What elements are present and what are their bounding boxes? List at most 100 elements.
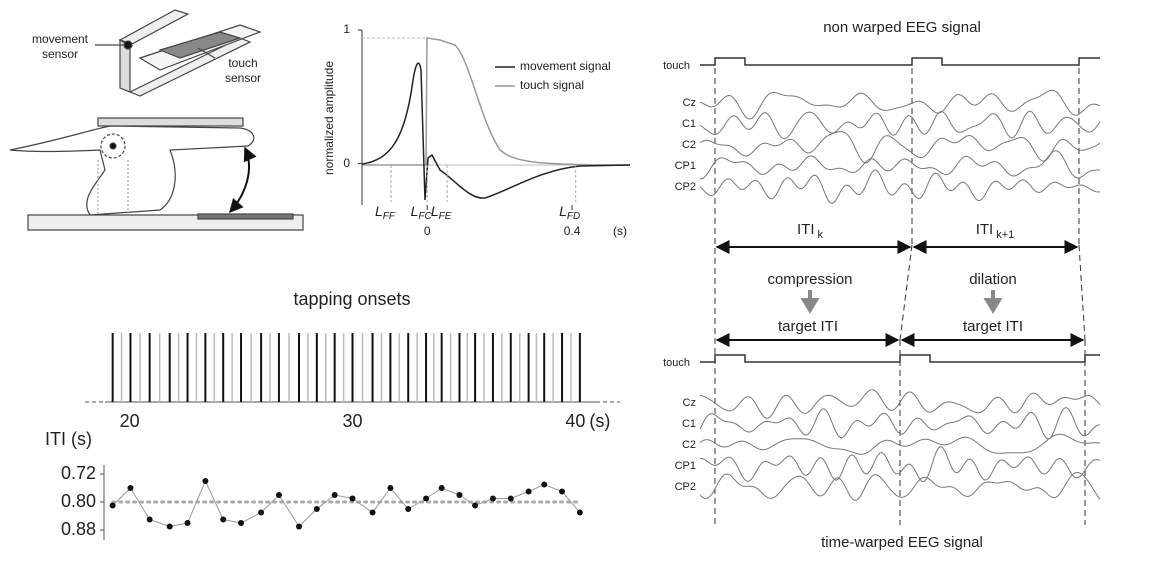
eeg-trace: [699, 433, 1101, 455]
label: target ITI: [963, 318, 1023, 335]
label: L: [559, 203, 567, 219]
movement-curve: [361, 62, 631, 201]
channel-label: Cz: [683, 97, 696, 109]
arrow: [800, 290, 820, 314]
y-tick-label: 0.88: [61, 519, 96, 539]
channel-label: CP1: [675, 160, 696, 172]
eeg-trace: [699, 169, 1101, 204]
iti-dot: [275, 492, 282, 498]
label: L: [431, 203, 439, 219]
subscript: k: [818, 229, 824, 241]
iti-dot: [349, 495, 356, 502]
title: time-warped EEG signal: [821, 534, 983, 551]
eeg-trace: [699, 471, 1101, 501]
iti-dot: [146, 516, 153, 523]
iti-dot: [423, 495, 430, 502]
y-tick-label: 0.80: [61, 491, 96, 511]
x-tick-label: 0: [424, 224, 431, 238]
latency-label: LFE: [431, 203, 452, 222]
channel-label: C2: [682, 139, 696, 151]
iti-dot: [507, 495, 514, 502]
arrow: [983, 290, 1003, 314]
apparatus: [9, 9, 304, 231]
iti-dot: [127, 485, 134, 491]
dashed-guides: [714, 58, 1086, 525]
iti-dot: [489, 495, 496, 502]
x-tick-label: 30: [342, 411, 362, 431]
channel-label: CP2: [675, 481, 696, 493]
label: touch: [663, 60, 690, 72]
eeg-trace: [699, 89, 1101, 120]
channel-label: C2: [682, 439, 696, 451]
label: dilation: [969, 271, 1017, 288]
eeg-trace: [699, 446, 1101, 483]
iti-dot: [296, 523, 302, 530]
iti-dot: [472, 502, 479, 509]
y-tick-label: 0: [343, 156, 350, 170]
label: target ITI: [778, 318, 838, 335]
eeg-trace: [699, 389, 1101, 419]
label: sensor: [225, 71, 261, 85]
iti-dot: [220, 516, 227, 523]
iti-dot: [331, 492, 338, 498]
label: ITI: [976, 221, 994, 238]
iti-dot: [258, 509, 265, 516]
iti-dot: [456, 492, 463, 498]
iti-dot: [109, 502, 116, 509]
iti-dot: [202, 478, 209, 484]
channel-label: C1: [682, 118, 696, 130]
touch-curve: [362, 37, 631, 166]
channel-label: Cz: [683, 397, 696, 409]
subscript: FF: [383, 211, 396, 222]
iti-dot: [369, 509, 376, 516]
title: tapping onsets: [293, 289, 410, 309]
iti-dot: [576, 509, 583, 516]
x-tick-label: 40: [565, 411, 585, 431]
iti-dot: [387, 485, 394, 491]
eeg-trace: [699, 406, 1101, 440]
iti-dot: [541, 481, 548, 488]
legend-label: movement signal: [520, 59, 611, 73]
label: L: [411, 203, 419, 219]
x-unit: (s): [589, 411, 610, 431]
touch-trace: [700, 57, 1100, 66]
iti-dot: [184, 520, 191, 526]
latency-label: LFD: [559, 203, 580, 222]
iti-dot: [438, 485, 445, 491]
label: compression: [767, 271, 852, 288]
channel-label: CP1: [675, 460, 696, 472]
eeg-traces: Cz C1 C2 CP1 CP2 Cz C1 C2 CP1 CP2: [675, 89, 1101, 501]
x-unit: (s): [613, 224, 627, 238]
x-tick-label: 20: [120, 411, 140, 431]
label: touch: [663, 357, 690, 369]
tapping-plot: 20 30 40 (s) 0.72 0.80 0.88: [61, 333, 610, 539]
legend-label: touch signal: [520, 78, 584, 92]
eeg-trace: [699, 131, 1101, 164]
subscript: k+1: [996, 229, 1014, 241]
iti-dot: [238, 520, 245, 526]
eeg-trace: [699, 110, 1101, 140]
y-tick-label: 0.72: [61, 463, 96, 483]
y-axis-label: normalized amplitude: [322, 61, 336, 175]
channel-label: CP2: [675, 181, 696, 193]
label: movement: [32, 32, 89, 46]
iti-dot: [166, 523, 173, 530]
iti-dot: [525, 488, 532, 495]
title: non warped EEG signal: [823, 19, 981, 36]
y-axis-label: ITI (s): [45, 429, 92, 449]
latency-label: LFC: [411, 203, 433, 222]
label: ITI k: [797, 221, 824, 241]
latency-label: LFF: [375, 203, 396, 222]
touch-trace: [700, 354, 1100, 363]
label: L: [375, 203, 383, 219]
iti-line: [112, 479, 581, 528]
label: sensor: [42, 47, 78, 61]
channel-label: C1: [682, 418, 696, 430]
iti-dot: [313, 506, 320, 512]
iti-dot: [405, 506, 412, 512]
subscript: FC: [418, 211, 432, 222]
subscript: FD: [567, 211, 580, 222]
y-tick-label: 1: [343, 22, 350, 36]
